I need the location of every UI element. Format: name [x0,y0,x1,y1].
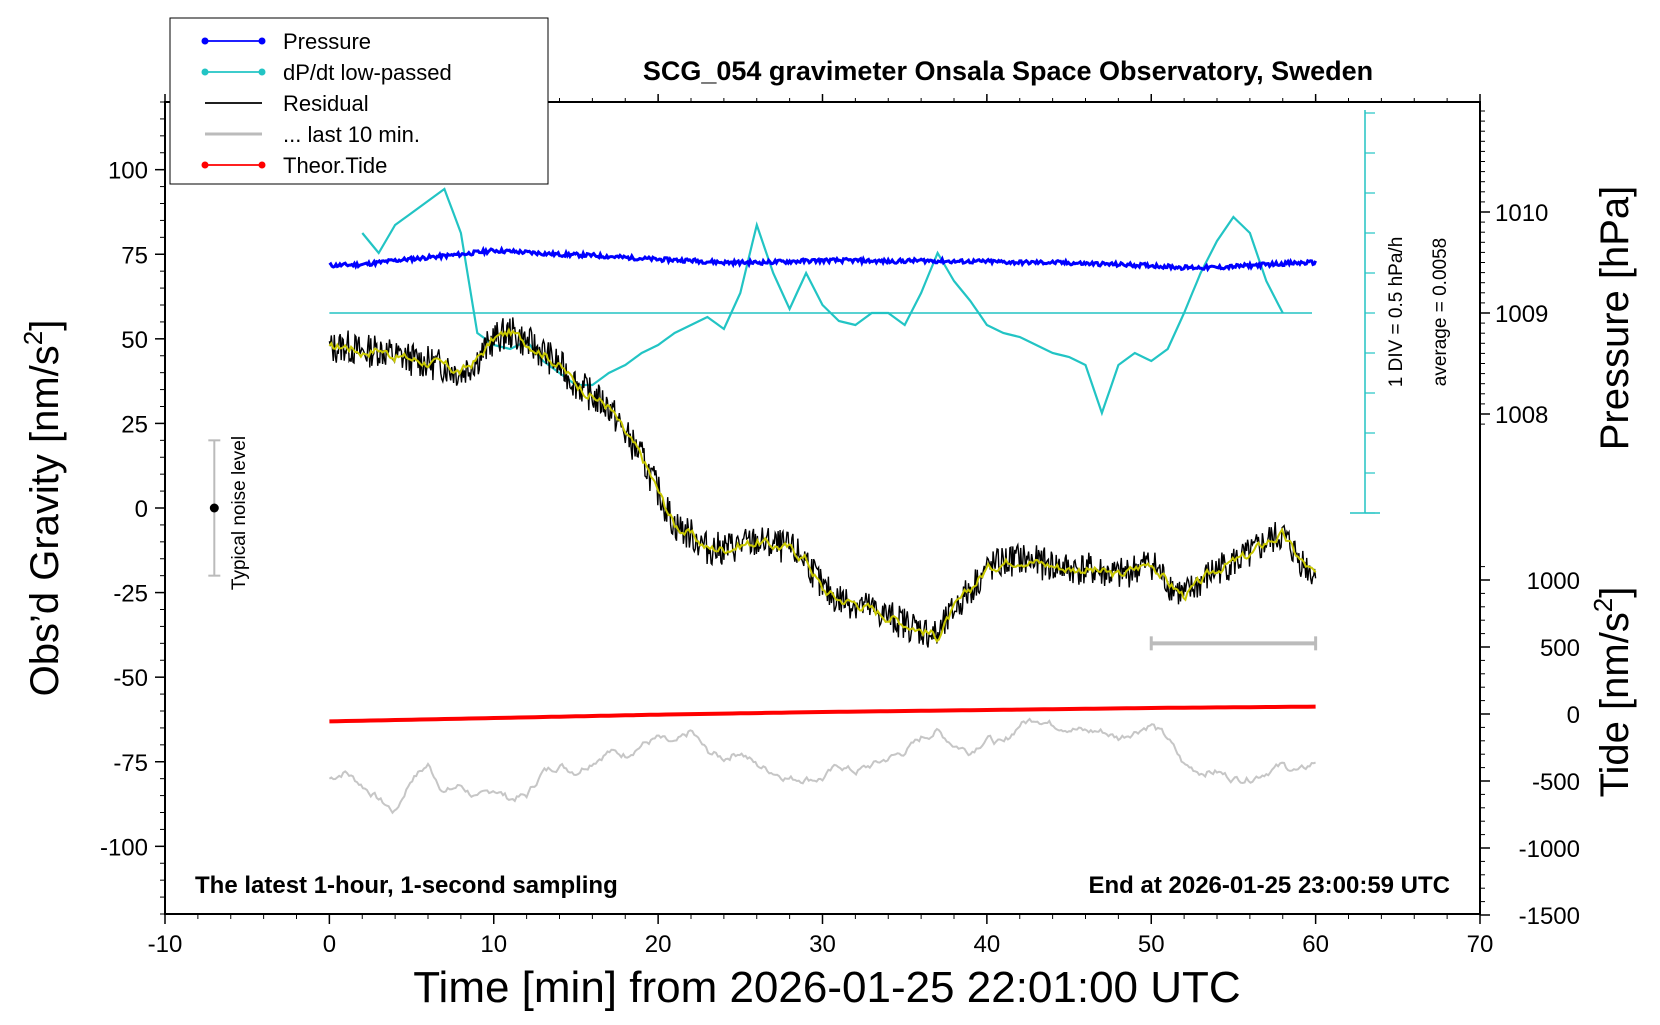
annotation-latest-hour: The latest 1-hour, 1-second sampling [195,872,618,899]
y-tick-label: 100 [108,158,148,185]
dpdt-series-line [361,187,1284,417]
x-tick-label: 70 [1467,931,1494,958]
legend-label: dP/dt low-passed [283,60,452,85]
tide-tick-label: -500 [1532,769,1580,796]
x-tick-label: 30 [809,931,836,958]
legend-box [169,17,549,185]
noise-level-label: Typical noise level [229,436,250,590]
legend-label: Theor.Tide [283,153,387,178]
x-tick-label: -10 [148,931,183,958]
legend-marker-right [258,37,266,45]
residual-series-line [328,317,1317,648]
plot-frame [164,101,1481,915]
tide-series-line [329,704,1316,724]
residual-smooth-line [328,326,1317,643]
y-tick-label: -25 [113,581,148,608]
legend-label: Pressure [283,29,371,54]
dpdt-average-label: average = 0.0058 [1430,238,1451,386]
ticks-layer: -10 0 10 20 30 40 50 60 701007550250-25-50-75-10… [100,94,1580,958]
x-tick-label: 50 [1138,931,1165,958]
tide-axis-label-sup: 2 [1588,598,1618,612]
chart-title: SCG_054 gravimeter Onsala Space Observat… [643,56,1373,86]
y-tick-label: 50 [121,327,148,354]
y-axis-label-sup: 2 [18,331,48,345]
legend-label: Residual [283,91,369,116]
x-tick-label: 60 [1302,931,1329,958]
pressure-tick-label: 1008 [1495,402,1548,429]
tide-axis-label: Tide [nm/s2] [1588,587,1637,798]
legend: Pressure dP/dt low-passed Residual ... last… [169,17,549,185]
pressure-series-line [328,245,1317,273]
y-tick-label: -75 [113,750,148,777]
y-axis-label: Obs’d Gravity [nm/s2] [18,320,67,697]
y-axis-label-base: Obs’d Gravity [nm/s [23,345,67,696]
x-tick-label: 40 [974,931,1001,958]
legend-marker-left [201,161,209,169]
x-tick-label: 20 [645,931,672,958]
legend-marker-left [201,37,209,45]
tide-tick-label: -1000 [1519,836,1580,863]
annotation-end-time: End at 2026-01-25 23:00:59 UTC [1089,872,1451,899]
tide-axis-label-base: Tide [nm/s [1593,612,1637,797]
x-tick-label: 10 [480,931,507,958]
y-tick-label: 25 [121,411,148,438]
legend-label: ... last 10 min. [283,122,420,147]
legend-marker-right [258,161,266,169]
grey-series-line [328,717,1316,815]
y-tick-label: 0 [135,496,148,523]
tide-tick-label: -1500 [1519,903,1580,930]
legend-marker-right [258,68,266,76]
dpdt-scale-bar [1350,110,1380,514]
noise-bar-center-dot [209,503,219,513]
x-tick-label: 0 [323,931,336,958]
tide-tick-label: 500 [1540,635,1580,662]
x-axis-label: Time [min] from 2026-01-25 22:01:00 UTC [413,963,1240,1012]
dpdt-div-label: 1 DIV = 0.5 hPa/h [1386,237,1407,388]
y-tick-label: -100 [100,834,148,861]
pressure-tick-label: 1010 [1495,200,1548,227]
y-tick-label: 75 [121,242,148,269]
pressure-tick-label: 1009 [1495,301,1548,328]
legend-marker-left [201,68,209,76]
tide-axis-label-close: ] [1593,587,1637,598]
series-layer [208,187,1318,815]
tide-tick-label: 1000 [1527,568,1580,595]
pressure-axis-label: Pressure [hPa] [1593,186,1637,451]
y-axis-label-close: ] [23,320,67,331]
tide-tick-label: 0 [1567,702,1580,729]
y-tick-label: -50 [113,665,148,692]
